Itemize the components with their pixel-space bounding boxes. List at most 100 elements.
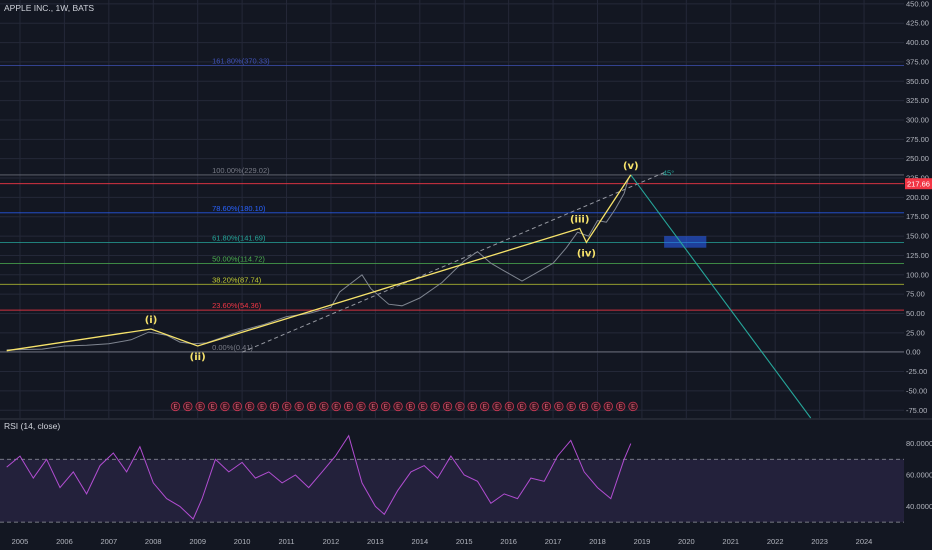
earnings-marker[interactable] [591,401,601,412]
earnings-marker-label: E [483,403,487,411]
earnings-marker-label: E [544,403,548,411]
earnings-marker-label: E [248,403,252,411]
x-tick-label: 2016 [500,537,517,546]
x-tick-label: 2009 [189,537,206,546]
earnings-marker[interactable] [430,401,440,412]
earnings-marker-label: E [173,403,177,411]
earnings-marker[interactable] [504,401,515,412]
y-tick-label: 75.00 [906,290,925,299]
earnings-marker[interactable] [628,401,638,412]
fib-level-label: 0.00%(0.41) [212,343,253,352]
x-tick-label: 2014 [411,537,428,546]
earnings-marker[interactable] [455,401,465,412]
projection-line[interactable] [630,174,812,419]
y-tick-label: 125.00 [906,251,929,260]
earnings-marker[interactable] [393,401,403,412]
earnings-marker-label: E [458,403,462,411]
earnings-marker[interactable] [380,401,391,412]
y-tick-label: 25.00 [906,328,925,337]
earnings-marker[interactable] [529,401,539,412]
earnings-marker-label: E [186,403,190,411]
y-tick-label: 325.00 [906,96,929,105]
earnings-marker[interactable] [331,401,341,412]
rsi-pane [0,420,904,530]
earnings-marker[interactable] [615,401,626,412]
earnings-marker[interactable] [492,401,502,412]
fib-level-label: 61.80%(141.69) [212,234,266,243]
earnings-marker[interactable] [183,401,193,412]
rsi-label: RSI (14, close) [4,421,60,431]
earnings-marker-label: E [520,403,524,411]
earnings-marker[interactable] [269,401,280,412]
earnings-marker-label: E [260,403,264,411]
y-tick-label: 225.00 [906,174,929,183]
x-tick-label: 2007 [100,537,117,546]
wave-label: (iii) [570,214,589,225]
earnings-marker-label: E [211,403,215,411]
earnings-marker[interactable] [603,401,613,412]
axes: 2005 2006 2007 2008 2009 2010 2011 2012 2013 2014… [12,0,932,546]
earnings-marker-label: E [532,403,536,411]
earnings-marker[interactable] [257,401,267,412]
earnings-marker[interactable] [541,401,552,412]
earnings-marker-label: E [235,403,239,411]
y-tick-label: -50.00 [906,386,927,395]
rsi-y-tick-label: 80.0000 [906,439,932,448]
earnings-marker[interactable] [418,401,428,412]
elliott-wave-line[interactable] [6,174,632,352]
earnings-marker[interactable] [479,401,490,412]
earnings-marker[interactable] [405,401,416,412]
earnings-marker[interactable] [282,401,292,412]
y-tick-label: 300.00 [906,115,929,124]
fibonacci-retracement[interactable]: 161.80%(370.33) 100.00%(229.02) 78.60%(180… [0,57,904,353]
x-tick-label: 2011 [278,537,294,546]
x-tick-label: 2008 [145,537,162,546]
earnings-marker-label: E [594,403,598,411]
earnings-marker-label: E [619,403,623,411]
fib-level-label: 23.60%(54.36) [212,301,262,310]
y-tick-label: 275.00 [906,135,929,144]
earnings-marker[interactable] [343,401,354,412]
earnings-marker[interactable] [207,401,218,412]
earnings-marker[interactable] [319,401,329,412]
earnings-marker-label: E [347,403,351,411]
earnings-marker[interactable] [220,401,230,412]
y-tick-label: 400.00 [906,38,929,47]
earnings-marker[interactable] [232,401,243,412]
x-tick-label: 2020 [678,537,695,546]
earnings-marker[interactable] [578,401,589,412]
earnings-marker[interactable] [356,401,366,412]
earnings-marker-label: E [198,403,202,411]
y-tick-label: 100.00 [906,270,929,279]
earnings-marker-label: E [408,403,412,411]
earnings-marker[interactable] [517,401,527,412]
earnings-marker-label: E [606,403,610,411]
last-price-label: 217.66 [907,179,930,188]
y-tick-label: 50.00 [906,309,925,318]
price-series-line [6,177,630,351]
last-price-badge [905,178,932,190]
y-tick-label: 425.00 [906,19,929,28]
earnings-marker[interactable] [467,401,477,412]
earnings-marker[interactable] [566,401,576,412]
earnings-marker-label: E [445,403,449,411]
earnings-marker[interactable] [294,401,304,412]
x-tick-label: 2019 [634,537,651,546]
y-tick-label: 250.00 [906,154,929,163]
earnings-marker[interactable] [195,401,205,412]
earnings-marker[interactable] [442,401,453,412]
target-box[interactable] [664,236,707,248]
earnings-marker[interactable] [554,401,564,412]
earnings-marker-label: E [272,403,276,411]
earnings-marker-label: E [582,403,586,411]
earnings-marker-label: E [495,403,499,411]
earnings-marker[interactable] [306,401,317,412]
wave-label: (v) [623,161,639,172]
earnings-marker[interactable] [244,401,255,412]
earnings-marker[interactable] [170,401,181,412]
y-tick-label: 0.00 [906,348,921,357]
earnings-marker[interactable] [368,401,379,412]
y-tick-label: 450.00 [906,0,929,8]
